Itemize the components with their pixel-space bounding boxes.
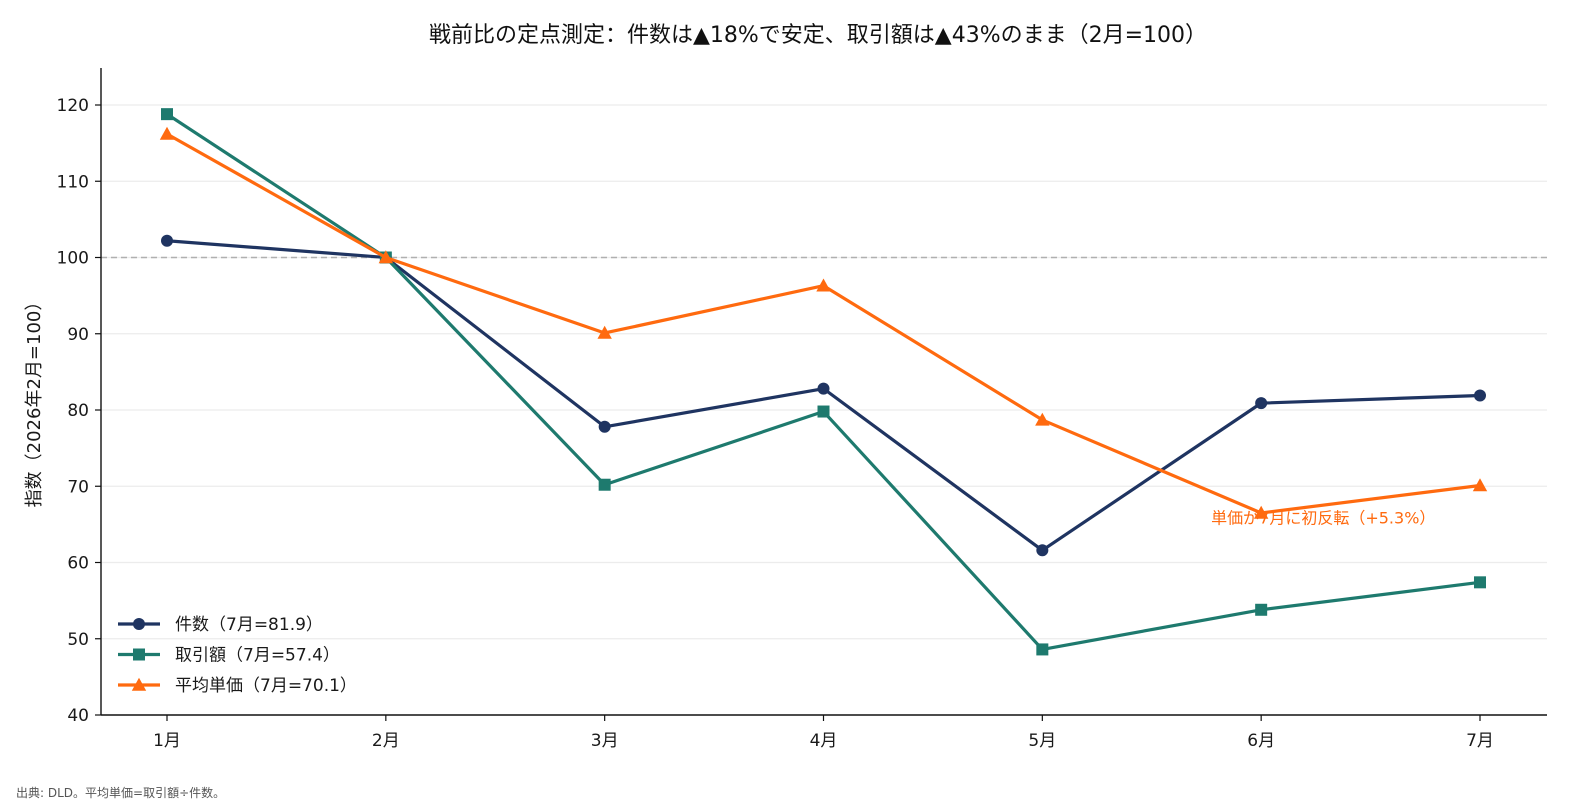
legend-marker	[133, 618, 145, 630]
y-tick-label: 100	[57, 249, 89, 269]
data-point	[1255, 603, 1268, 616]
y-axis-label: 指数（2026年2月=100）	[24, 293, 45, 508]
data-point	[161, 108, 173, 121]
y-tick-label: 120	[57, 96, 89, 116]
data-point	[816, 278, 831, 292]
y-tick-label: 90	[67, 325, 89, 345]
legend: 件数（7月=81.9） 取引額（7月=57.4） 平均単価（7月=70.1）	[118, 615, 357, 696]
x-tick-label: 2月	[372, 731, 400, 751]
data-point	[1255, 397, 1268, 410]
source-note: 出典: DLD。平均単価=取引額÷件数。	[16, 785, 225, 800]
data-point	[159, 126, 175, 140]
x-axis-ticks: 1月 2月 3月 4月 5月 6月 7月	[153, 715, 1494, 751]
y-tick-label: 110	[57, 172, 89, 192]
y-tick-label: 50	[67, 630, 89, 650]
data-point	[378, 250, 394, 264]
data-point	[1474, 389, 1486, 402]
data-point	[598, 420, 611, 433]
chart-title: 戦前比の定点測定：件数は▲18%で安定、取引額は▲43%のまま（2月=100）	[429, 23, 1207, 48]
x-tick-label: 6月	[1247, 731, 1275, 751]
legend-item: 取引額（7月=57.4）	[118, 646, 340, 666]
series-line	[166, 132, 1481, 515]
legend-marker	[131, 677, 147, 691]
legend-item: 件数（7月=81.9）	[118, 615, 323, 635]
y-tick-label: 70	[67, 477, 89, 497]
data-point	[1472, 478, 1488, 492]
x-tick-label: 7月	[1466, 731, 1494, 751]
legend-marker	[133, 648, 145, 661]
data-point	[817, 382, 830, 395]
gridlines	[101, 104, 1547, 640]
series-group	[159, 108, 1488, 656]
legend-label: 取引額（7月=57.4）	[175, 646, 340, 666]
y-axis-ticks: 40 50 60 70 80 90 100 110 120	[57, 96, 101, 726]
data-point	[1035, 412, 1050, 426]
x-tick-label: 1月	[153, 731, 181, 751]
data-point	[597, 325, 612, 339]
y-tick-label: 40	[67, 706, 89, 726]
legend-label: 件数（7月=81.9）	[175, 615, 323, 635]
data-point	[1036, 643, 1049, 656]
legend-item: 平均単価（7月=70.1）	[118, 676, 357, 696]
data-point	[817, 405, 830, 418]
x-tick-label: 3月	[591, 731, 619, 751]
series-triangle	[159, 126, 1488, 519]
data-point	[598, 478, 611, 491]
x-tick-label: 5月	[1028, 731, 1056, 751]
data-point	[161, 234, 173, 247]
data-point	[1253, 505, 1269, 519]
annotations: 単価が7月に初反転（+5.3%）	[1211, 508, 1435, 527]
legend-label: 平均単価（7月=70.1）	[175, 676, 357, 696]
data-point	[1474, 576, 1486, 589]
x-tick-label: 4月	[810, 731, 838, 751]
annotation-text: 単価が7月に初反転（+5.3%）	[1211, 508, 1435, 527]
y-tick-label: 80	[67, 401, 89, 421]
series-line	[166, 112, 1481, 652]
y-tick-label: 60	[67, 554, 89, 574]
data-point	[1036, 544, 1049, 557]
series-square	[161, 108, 1486, 656]
